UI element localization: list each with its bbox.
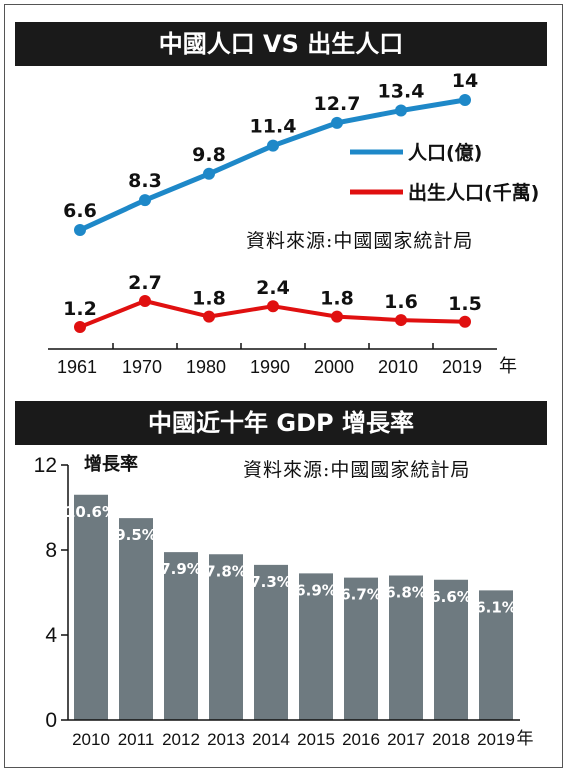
population-point: [459, 94, 471, 106]
population-value-label: 8.3: [128, 170, 162, 192]
x-unit-label: 年: [499, 356, 517, 376]
births-point: [267, 300, 279, 313]
births-value-label: 1.8: [192, 288, 226, 310]
population-value-label: 12.7: [314, 93, 361, 115]
births-point: [395, 314, 407, 327]
x-tick-label: 2019: [442, 357, 482, 377]
population-point: [139, 194, 151, 207]
population-point: [267, 139, 279, 152]
population-point: [203, 167, 215, 180]
gdp-value-label: 6.1%: [475, 598, 517, 616]
x-tick-label: 2011: [118, 730, 155, 749]
gdp-bar: [389, 575, 423, 720]
births-point: [74, 321, 86, 333]
x-tick-label: 2014: [252, 730, 290, 749]
population-line-chart: 6.6 8.3 9.8 11.4 12.7 13.4 14 1.2 2.7 1.8 2.4 1.8 1.…: [48, 70, 539, 377]
x-tick-label: 2016: [342, 730, 380, 749]
population-value-label: 6.6: [63, 200, 97, 222]
gdp-value-label: 6.8%: [385, 584, 427, 602]
x-tick-label: 1990: [250, 357, 290, 377]
population-value-label: 13.4: [378, 81, 425, 103]
x-tick-label: 2012: [162, 730, 200, 749]
x-tick-label: 2010: [378, 357, 418, 377]
x-tick-label: 2013: [207, 730, 245, 749]
gdp-bar: [254, 564, 288, 720]
gdp-chart-title: 中國近十年 GDP 增長率: [15, 401, 547, 445]
x-tick-label: 1970: [122, 357, 162, 377]
births-point: [459, 315, 471, 328]
x-tick-label: 1961: [57, 357, 97, 377]
births-value-label: 1.5: [448, 293, 482, 315]
population-point: [74, 224, 86, 236]
gdp-bar: [209, 554, 243, 720]
gdp-bar: [299, 573, 333, 720]
gdp-bar: [119, 518, 153, 720]
births-value-label: 2.4: [256, 277, 290, 299]
gdp-value-label: 7.9%: [160, 560, 202, 578]
births-point: [203, 310, 215, 323]
gdp-value-label: 6.7%: [340, 586, 382, 604]
y-tick-label: 4: [45, 624, 57, 647]
gdp-bar: [479, 590, 513, 720]
population-point: [395, 104, 407, 117]
gdp-value-label: 6.6%: [430, 588, 472, 606]
gdp-value-label: 6.9%: [295, 581, 337, 599]
births-value-label: 1.8: [320, 288, 354, 310]
population-value-label: 9.8: [192, 144, 226, 166]
gdp-source: 資料來源:中國國家統計局: [243, 459, 471, 481]
x-tick-label: 1980: [186, 357, 226, 377]
gdp-bar: [434, 579, 468, 720]
births-point: [139, 295, 151, 307]
gdp-bar: [164, 552, 198, 720]
x-tick-label: 2018: [432, 730, 470, 749]
x-tick-label: 2000: [314, 357, 354, 377]
gdp-bar: [74, 494, 108, 720]
population-value-label: 14: [452, 70, 478, 92]
gdp-value-label: 10.6%: [65, 503, 117, 521]
gdp-value-label: 7.8%: [205, 562, 247, 580]
births-point: [331, 310, 343, 323]
gdp-value-label: 7.3%: [250, 573, 292, 591]
gdp-value-label: 9.5%: [115, 526, 157, 544]
gdp-bar: [344, 577, 378, 720]
x-unit-label: 年: [517, 729, 534, 748]
population-chart-title: 中國人口 VS 出生人口: [15, 22, 547, 66]
legend-population-label: 人口(億): [408, 141, 482, 164]
population-value-label: 11.4: [250, 116, 297, 138]
y-axis-label: 增長率: [84, 453, 138, 475]
births-value-label: 2.7: [128, 272, 162, 294]
y-tick-label: 0: [45, 709, 57, 732]
population-point: [331, 116, 343, 129]
x-tick-label: 2010: [72, 730, 110, 749]
births-value-label: 1.6: [384, 291, 418, 313]
y-tick-label: 8: [45, 539, 57, 562]
population-source: 資料來源:中國國家統計局: [246, 230, 474, 252]
x-tick-label: 2015: [297, 730, 335, 749]
x-tick-label: 2019: [477, 730, 515, 749]
x-tick-label: 2017: [387, 730, 425, 749]
births-value-label: 1.2: [63, 298, 97, 320]
y-tick-label: 12: [34, 454, 57, 477]
legend-births-label: 出生人口(千萬): [408, 181, 539, 204]
